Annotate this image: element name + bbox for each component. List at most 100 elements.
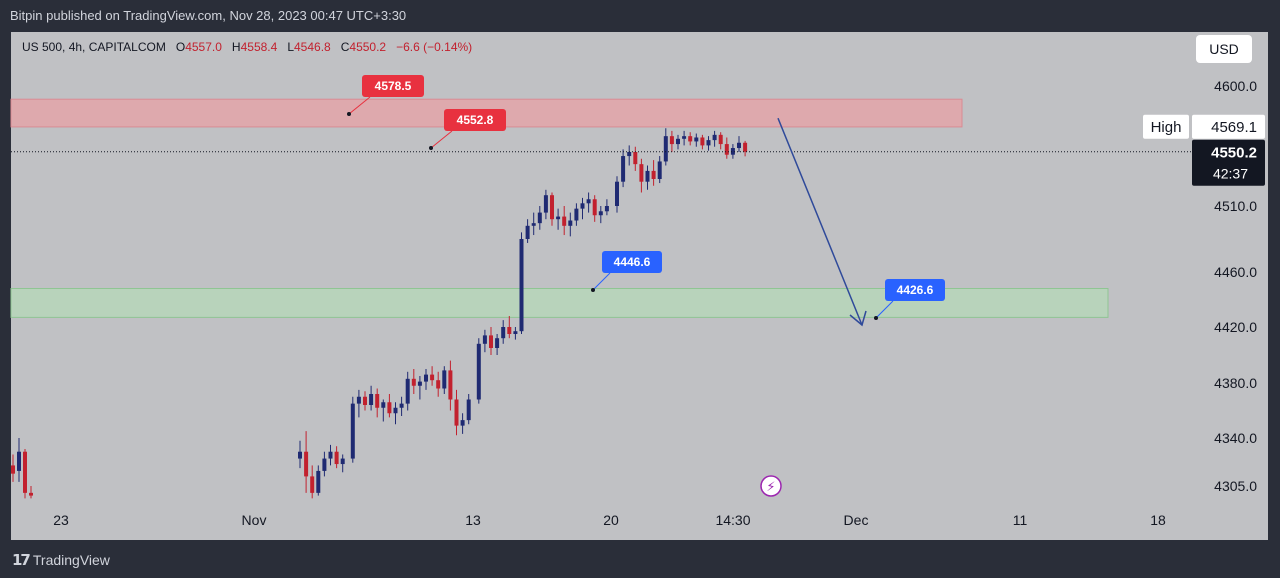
last-price-value: 4550.2 — [1211, 145, 1257, 162]
callout-anchor — [591, 288, 595, 292]
x-tick-label: Nov — [242, 512, 267, 528]
price-callout-label: 4446.6 — [614, 255, 651, 269]
candle — [550, 195, 554, 220]
candle — [621, 156, 626, 182]
candle — [29, 492, 33, 496]
candle — [460, 420, 465, 426]
candle — [657, 161, 662, 179]
candle — [495, 338, 500, 348]
candle — [405, 378, 410, 404]
legend-high-label: H — [231, 40, 241, 54]
callout-anchor — [429, 146, 433, 150]
candle — [651, 170, 656, 179]
candle — [387, 402, 392, 414]
y-tick-label: 4420.0 — [1214, 319, 1257, 335]
candle — [489, 335, 493, 348]
candle — [706, 140, 711, 146]
legend: US 500, 4h, CAPITALCOM O4557.0 H4558.4 L… — [22, 40, 472, 54]
legend-open: 4557.0 — [185, 40, 222, 54]
candle — [598, 211, 603, 216]
candle — [356, 396, 361, 404]
x-tick-label: 11 — [1013, 512, 1028, 528]
callout-pointer — [875, 300, 894, 319]
candle — [718, 134, 723, 145]
candle — [724, 144, 729, 155]
candle — [669, 136, 674, 145]
candle — [682, 136, 687, 139]
footer: 𝟭𝟳 TradingView — [0, 540, 1280, 578]
candle — [454, 399, 459, 426]
candle — [417, 381, 422, 386]
candle — [363, 396, 367, 405]
candle — [730, 148, 735, 155]
y-tick-label: 4340.0 — [1214, 430, 1257, 446]
x-tick-label: 20 — [603, 512, 619, 528]
x-tick-label: 23 — [53, 512, 69, 528]
candle — [568, 220, 573, 226]
last-price-box — [1192, 139, 1265, 186]
candle — [316, 470, 321, 493]
candle — [448, 370, 453, 400]
candle — [525, 225, 530, 239]
candle — [663, 136, 668, 162]
price-callout — [885, 279, 945, 301]
price-callout — [444, 109, 506, 131]
candle — [381, 402, 386, 408]
candle — [436, 380, 441, 389]
footer-brand: TradingView — [32, 552, 110, 568]
candle — [543, 195, 548, 213]
legend-close-label: C — [340, 40, 350, 54]
price-callout — [362, 75, 424, 97]
y-tick-label: 4510.0 — [1214, 198, 1257, 214]
price-callout-label: 4552.8 — [457, 113, 494, 127]
candle — [712, 134, 717, 141]
legend-low: 4546.8 — [294, 40, 331, 54]
legend-close: 4550.2 — [349, 40, 387, 54]
price-callout-label: 4426.6 — [897, 283, 934, 297]
tradingview-logo-icon: 𝟭𝟳 — [12, 552, 31, 569]
candle — [340, 458, 345, 465]
y-tick-label: 4380.0 — [1214, 375, 1257, 391]
candle — [513, 331, 518, 334]
candle — [482, 335, 487, 344]
legend-symbol: US 500, 4h, CAPITALCOM — [22, 40, 166, 54]
candle — [375, 394, 380, 408]
published-header: Bitpin published on TradingView.com, Nov… — [0, 0, 1280, 32]
candle — [310, 476, 315, 493]
candle — [586, 199, 591, 204]
candle — [700, 137, 705, 146]
legend-change: −6.6 (−0.14%) — [396, 40, 473, 54]
flash-icon-glyph: ⚡ — [766, 480, 775, 495]
callout-pointer — [348, 96, 371, 115]
candle — [304, 451, 309, 477]
candle — [476, 343, 481, 400]
tradingview-logo[interactable]: 𝟭𝟳 TradingView — [12, 551, 110, 569]
currency-button[interactable]: USD — [1196, 35, 1252, 63]
candle — [592, 199, 597, 216]
candle — [399, 403, 404, 408]
candle — [466, 399, 471, 421]
candle — [369, 394, 374, 405]
high-label: High — [1151, 119, 1182, 136]
candle — [507, 327, 512, 334]
callout-pointer — [430, 130, 453, 149]
projection-arrow — [777, 117, 863, 326]
legend-low-label: L — [287, 40, 294, 54]
bar-countdown: 42:37 — [1213, 166, 1248, 182]
candle — [556, 216, 561, 220]
candle — [11, 465, 15, 474]
x-tick-label: Dec — [844, 512, 869, 528]
candle — [537, 212, 542, 224]
candle — [639, 164, 644, 182]
candle — [574, 208, 579, 221]
candle — [430, 374, 435, 381]
candle — [562, 216, 567, 226]
x-tick-label: 13 — [465, 512, 481, 528]
high-label-box — [1143, 114, 1189, 139]
x-tick-label: 14:30 — [715, 512, 750, 528]
candle — [688, 136, 693, 142]
candle — [442, 370, 447, 389]
candle — [298, 451, 302, 459]
candle — [645, 170, 650, 182]
